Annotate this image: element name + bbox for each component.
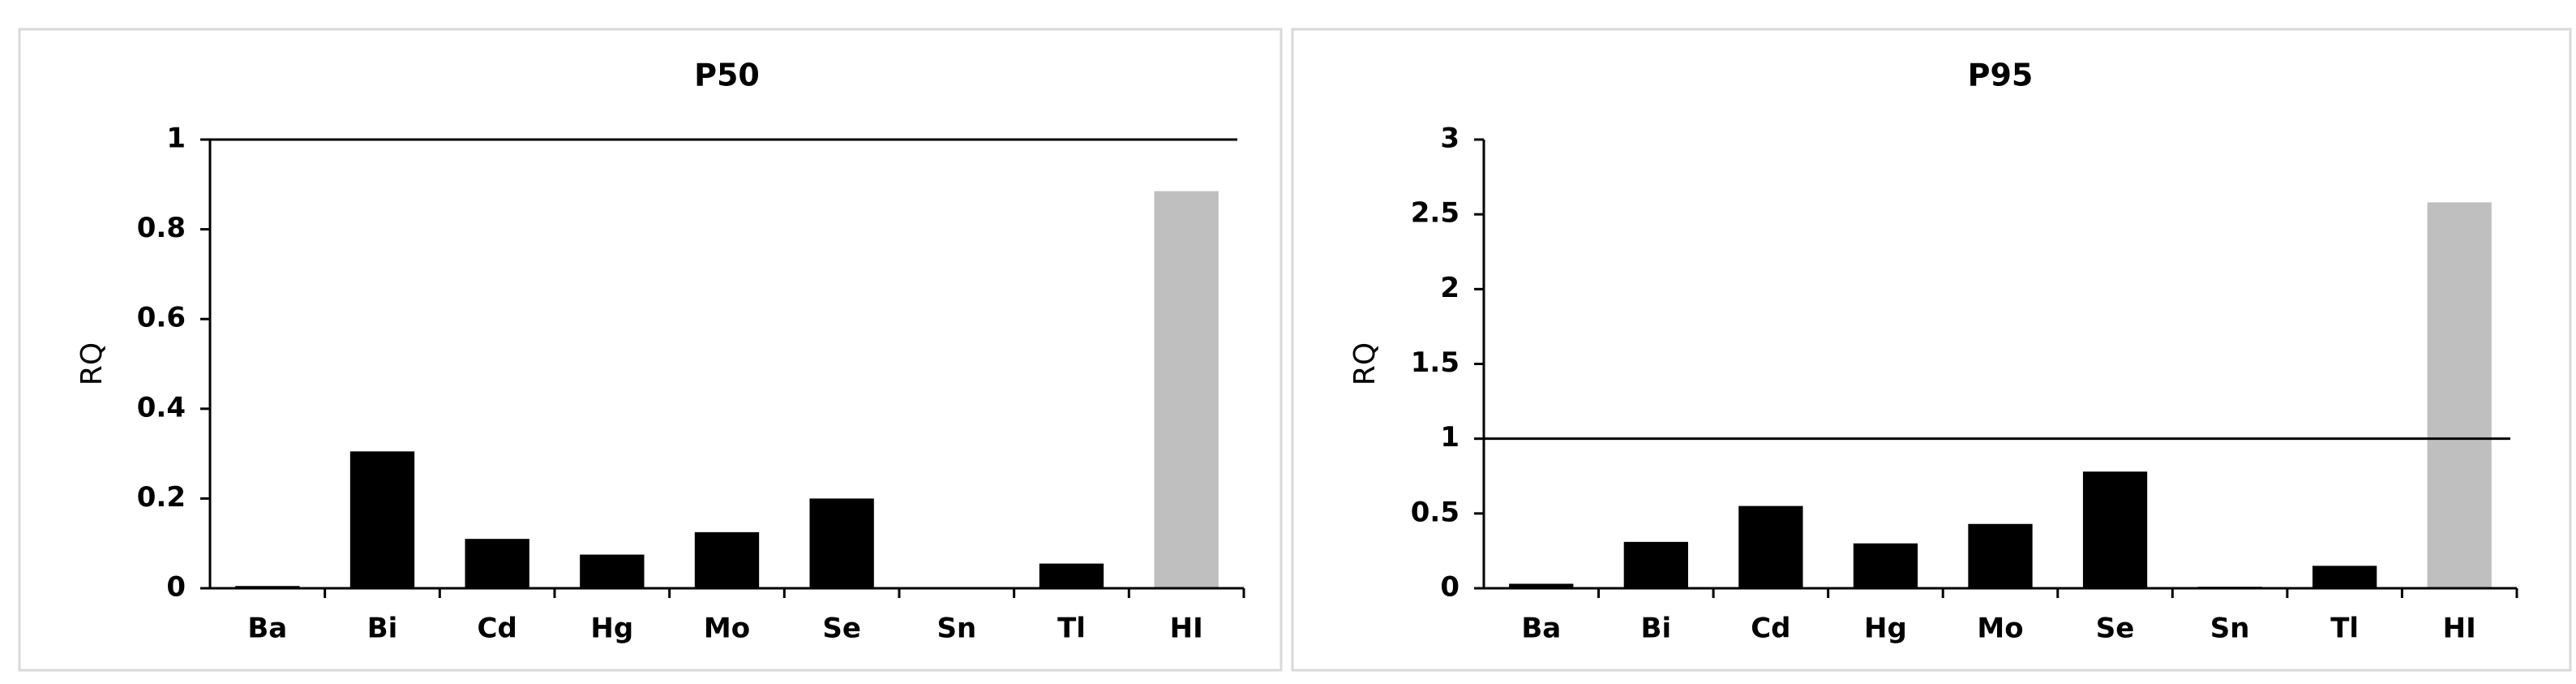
x-tick-label: Hg: [590, 613, 633, 645]
y-tick-label: 1: [1440, 421, 1459, 454]
y-tick-label: 2: [1440, 272, 1459, 304]
bar: [1509, 583, 1574, 588]
x-tick-label: Mo: [704, 613, 750, 645]
y-tick-label: 1: [166, 123, 186, 155]
panel-border: [1291, 28, 2572, 672]
x-tick-label: Tl: [2330, 613, 2359, 645]
y-tick-label: 0.4: [137, 391, 186, 424]
x-tick-label: Cd: [478, 613, 517, 645]
y-axis-label: RQ: [1348, 342, 1382, 385]
x-tick-label: HI: [1170, 613, 1203, 645]
bar: [1154, 191, 1219, 588]
bar: [1039, 563, 1104, 588]
y-tick-label: 0.5: [1411, 496, 1459, 528]
bar: [2312, 566, 2377, 588]
y-tick-label: 0: [1440, 571, 1459, 604]
bar: [349, 451, 415, 588]
y-tick-label: 1.5: [1411, 346, 1459, 379]
x-tick-label: Ba: [1521, 613, 1561, 645]
y-tick-label: 2.5: [1411, 197, 1459, 230]
bar: [1968, 523, 2033, 588]
bar: [1738, 505, 1803, 588]
x-tick-label: Bi: [367, 613, 398, 645]
x-tick-label: Sn: [2210, 613, 2250, 645]
chart-title: P95: [1968, 58, 2034, 93]
bar: [465, 539, 529, 588]
y-tick-label: 0.8: [137, 212, 186, 244]
y-tick-label: 3: [1440, 123, 1459, 155]
x-tick-label: Cd: [1751, 613, 1790, 645]
y-tick-label: 0.2: [137, 481, 186, 514]
x-tick-label: Se: [2096, 613, 2135, 645]
y-tick-label: 0.6: [137, 302, 186, 334]
x-tick-label: Bi: [1641, 613, 1672, 645]
bar: [2082, 471, 2148, 588]
bar: [580, 554, 645, 588]
x-tick-label: Mo: [1977, 613, 2023, 645]
bar: [1623, 541, 1688, 588]
bar: [1853, 543, 1918, 588]
y-tick-label: 0: [166, 571, 186, 604]
x-tick-label: Tl: [1057, 613, 1086, 645]
x-tick-label: Sn: [937, 613, 976, 645]
panel-border: [18, 28, 1283, 672]
x-tick-label: Ba: [247, 613, 287, 645]
x-tick-label: HI: [2443, 613, 2476, 645]
x-tick-label: Se: [822, 613, 861, 645]
y-axis-label: RQ: [75, 342, 109, 385]
bar: [809, 498, 874, 588]
x-tick-label: Hg: [1864, 613, 1907, 645]
chart-title: P50: [694, 58, 760, 93]
bar: [694, 531, 760, 588]
bar: [2427, 202, 2492, 589]
